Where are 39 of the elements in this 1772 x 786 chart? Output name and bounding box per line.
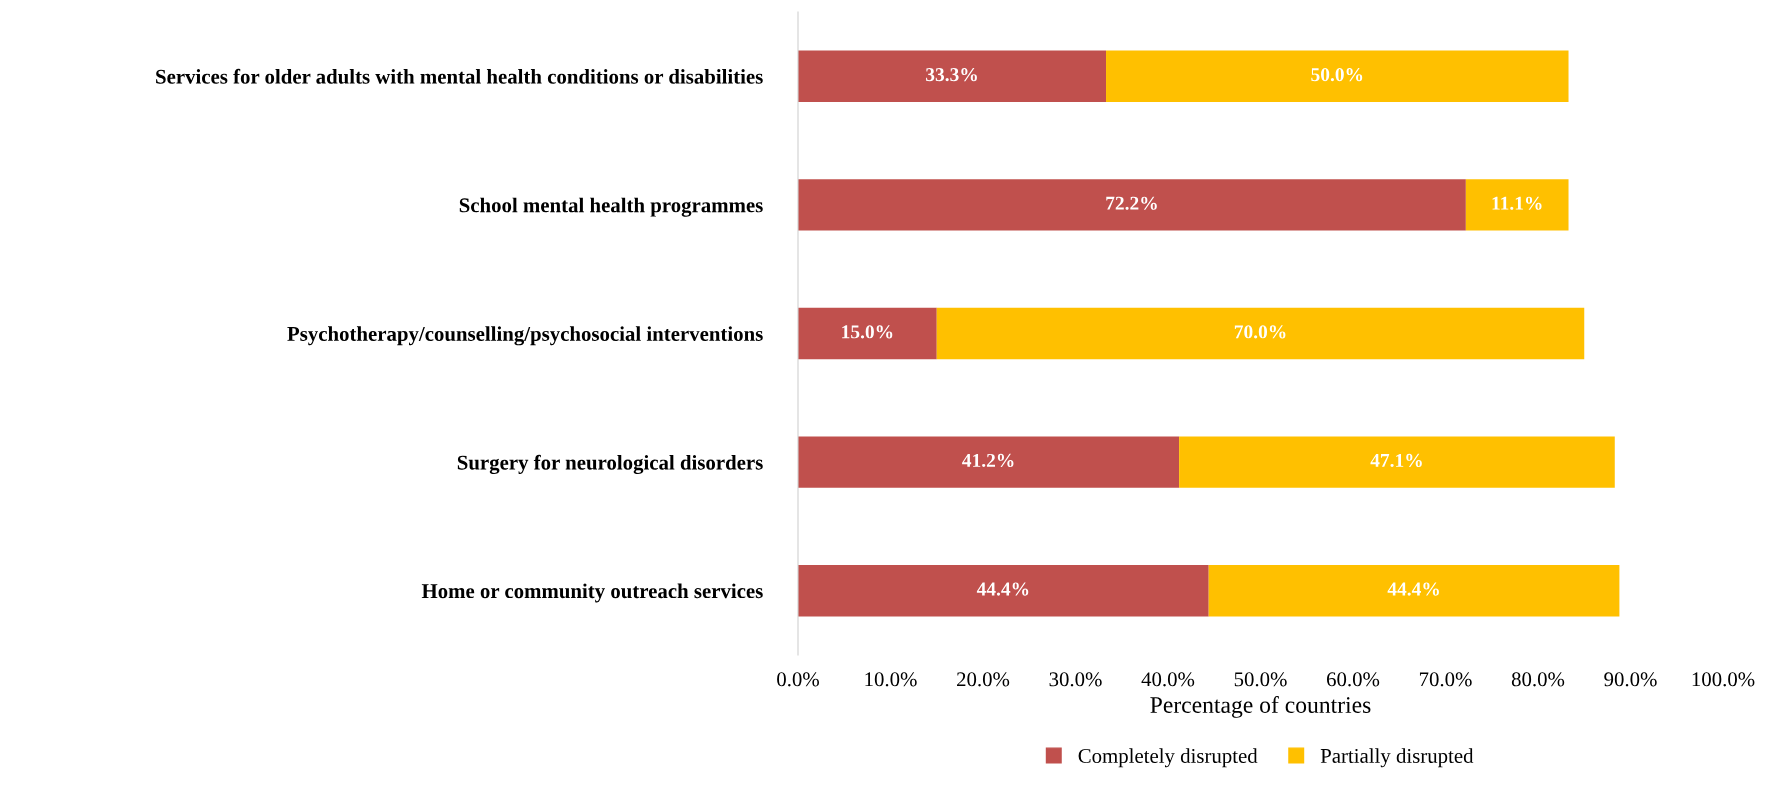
- data-label: 41.2%: [962, 453, 1014, 468]
- x-tick-label: 100.0%: [1692, 672, 1755, 687]
- x-tick-label: 10.0%: [865, 672, 917, 687]
- bar: [936, 307, 1585, 360]
- y-tick-label: Surgery for neurological disorders: [457, 454, 763, 475]
- x-tick-label: 80.0%: [1511, 672, 1565, 687]
- x-tick-label: 40.0%: [1141, 672, 1195, 687]
- data-label: 44.4%: [976, 582, 1029, 596]
- bar: [798, 179, 1466, 231]
- data-label: 15.0%: [842, 325, 893, 339]
- x-tick-label: 30.0%: [1049, 672, 1102, 687]
- data-label: 11.1%: [1492, 196, 1542, 210]
- data-label: 44.4%: [1387, 582, 1439, 596]
- x-tick-label: 0.0%: [777, 672, 819, 687]
- legend-label: Completely disrupted: [1078, 748, 1258, 768]
- data-label: 50.0%: [1311, 68, 1363, 82]
- y-tick-label: Psychotherapy/counselling/psychosocial interventions: [287, 326, 763, 346]
- bar: [798, 307, 937, 360]
- data-label: 72.2%: [1106, 196, 1157, 210]
- legend-label: Partially disrupted: [1320, 748, 1474, 768]
- data-label: 33.3%: [926, 68, 977, 82]
- x-tick-label: 20.0%: [957, 672, 1010, 687]
- y-tick-label: Home or community outreach services: [421, 583, 763, 603]
- bar: [1208, 564, 1620, 617]
- bar: [1106, 50, 1569, 103]
- bar: [798, 436, 1180, 488]
- data-label: 47.1%: [1370, 453, 1422, 468]
- bar: [1179, 436, 1615, 488]
- x-tick-label: 70.0%: [1419, 672, 1472, 687]
- data-label: 70.0%: [1234, 325, 1286, 339]
- x-tick-label: 60.0%: [1326, 672, 1380, 687]
- x-tick-label: 90.0%: [1604, 672, 1657, 687]
- y-tick-label: Services for older adults with mental health conditions or disabilities: [156, 68, 763, 84]
- bar: [798, 564, 1209, 617]
- bar: [1465, 179, 1569, 231]
- y-tick-label: School mental health programmes: [459, 197, 763, 217]
- bar: [798, 50, 1107, 103]
- x-tick-label: 50.0%: [1234, 672, 1287, 687]
- x-axis-title: Percentage of countries: [1150, 696, 1371, 718]
